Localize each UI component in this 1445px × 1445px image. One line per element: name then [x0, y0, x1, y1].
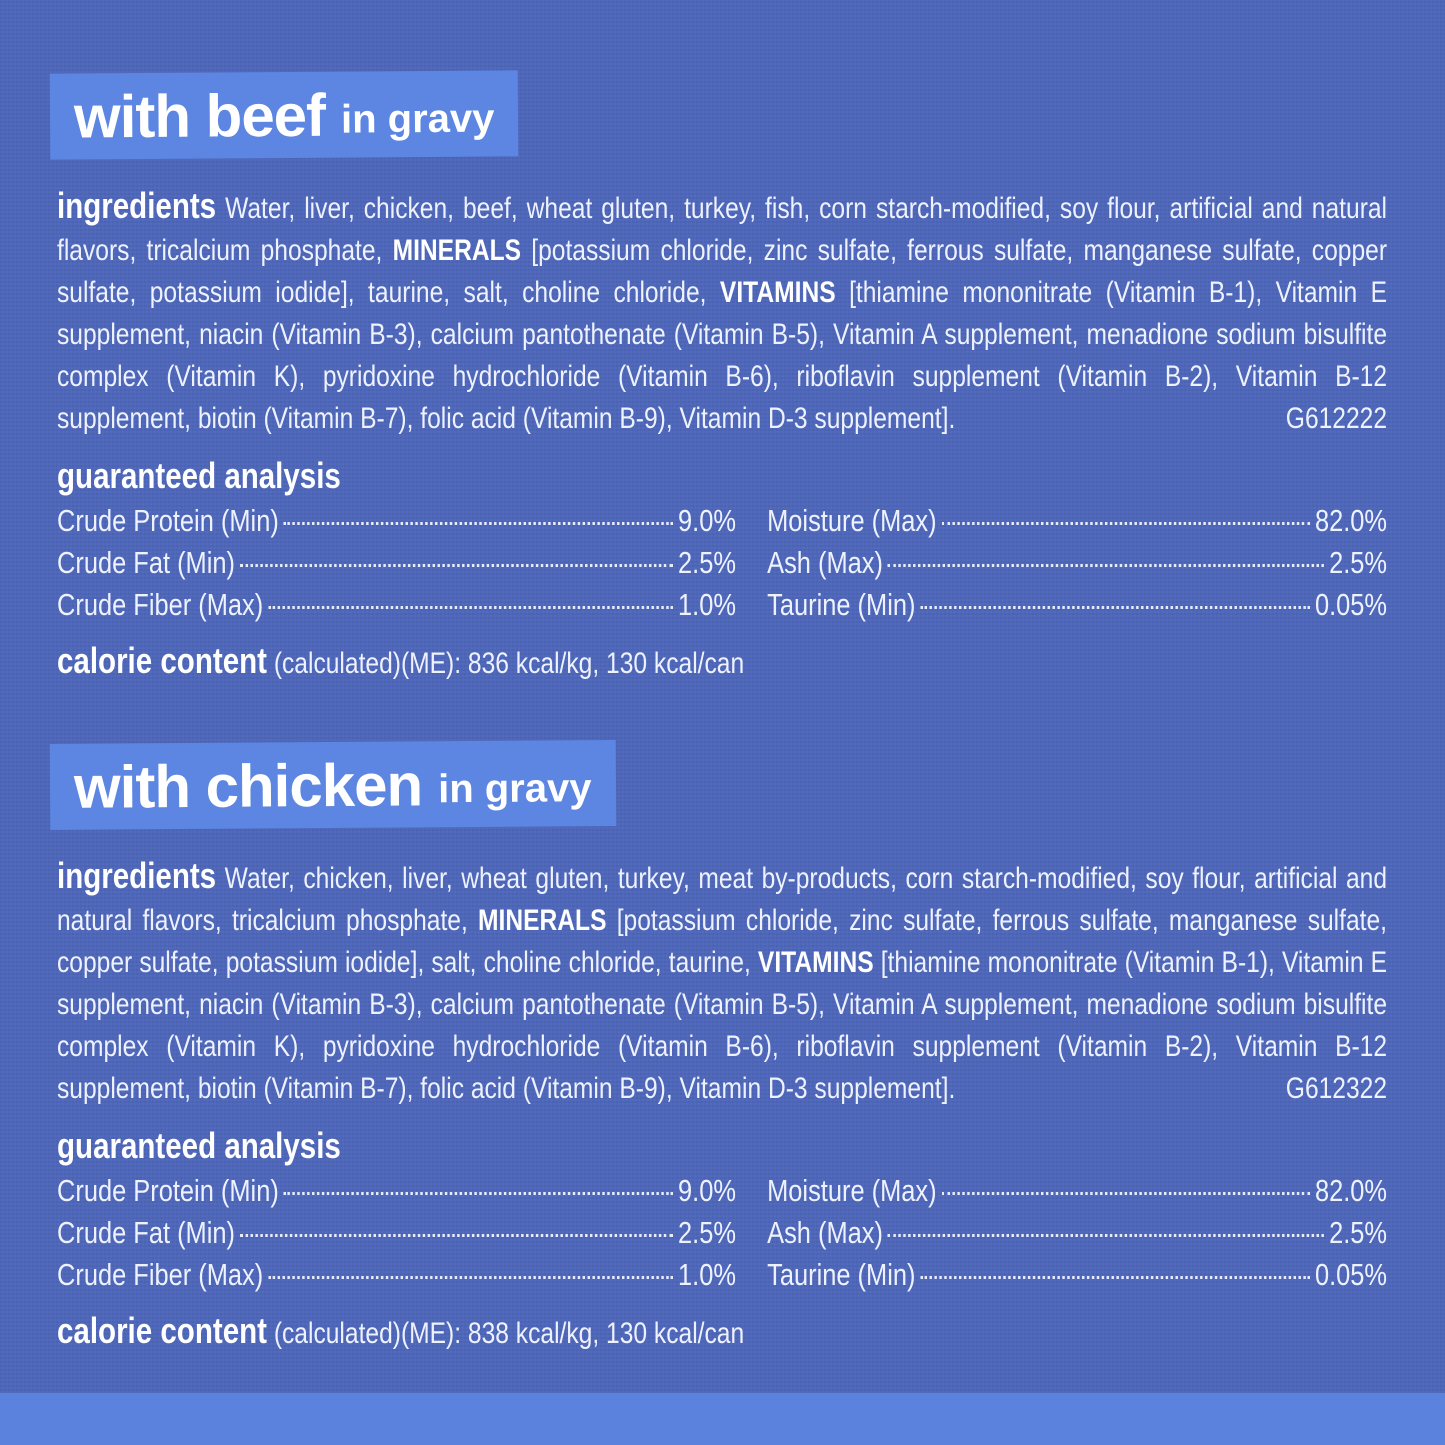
nutrient-label: Taurine (Min)	[767, 587, 916, 622]
dot-leader	[239, 564, 674, 567]
calorie-text: (calculated)(ME): 838 kcal/kg, 130 kcal/…	[273, 1317, 745, 1350]
nutrient-label: Moisture (Max)	[767, 1173, 937, 1208]
ingredients-label: ingredients	[57, 185, 217, 226]
nutrient-value: 82.0%	[1314, 1173, 1388, 1208]
nutrient-label: Moisture (Max)	[767, 503, 937, 538]
ingredients-text: [potassium chloride, zinc sulfate, ferro…	[57, 904, 1388, 979]
analysis-heading: guaranteed analysis	[57, 1125, 341, 1166]
bottom-strip	[0, 1393, 1445, 1445]
nutrient-value: 0.05%	[1314, 1257, 1388, 1292]
ingredients-label: ingredients	[57, 855, 217, 896]
dot-leader	[283, 1192, 674, 1195]
calorie-label: calorie content	[57, 1310, 267, 1351]
analysis-row: Crude Protein (Min) 9.0%	[57, 1170, 736, 1212]
minerals-label: MINERALS	[478, 904, 607, 937]
analysis-column: Crude Protein (Min) 9.0% Crude Fat (Min) 2.…	[57, 500, 736, 626]
ingredients-text: Water, chicken, liver, wheat gluten, tur…	[57, 862, 1388, 937]
nutrient-label: Ash (Max)	[767, 1215, 883, 1250]
nutrient-label: Crude Fat (Min)	[57, 1215, 235, 1250]
analysis-row: Taurine (Min) 0.05%	[767, 1254, 1387, 1296]
nutrient-value: 9.0%	[678, 503, 736, 538]
section: with beef in gravy ingredients Water, live…	[0, 70, 1445, 712]
nutrient-label: Taurine (Min)	[767, 1257, 916, 1292]
ingredients-text: [thiamine mononitrate (Vitamin B-1), Vit…	[57, 946, 1388, 1105]
title-sub: in gravy	[437, 765, 592, 811]
ingredients-text: Water, liver, chicken, beef, wheat glute…	[57, 192, 1388, 267]
ingredients: ingredients Water, liver, chicken, beef,…	[57, 185, 1387, 440]
nutrient-value: 2.5%	[1329, 1215, 1388, 1250]
dot-leader	[941, 1192, 1311, 1195]
nutrient-value: 2.5%	[678, 1215, 736, 1250]
analysis-row: Ash (Max) 2.5%	[767, 1212, 1387, 1254]
dot-leader	[268, 606, 674, 609]
calorie-text: (calculated)(ME): 836 kcal/kg, 130 kcal/…	[273, 647, 745, 680]
nutrient-value: 2.5%	[678, 545, 736, 580]
analysis-row: Moisture (Max) 82.0%	[767, 1170, 1387, 1212]
dot-leader	[920, 1276, 1311, 1279]
analysis-column: Moisture (Max) 82.0% Ash (Max) 2.5% Taurine …	[767, 1170, 1387, 1296]
analysis-row: Crude Fiber (Max) 1.0%	[57, 1254, 736, 1296]
analysis-row: Taurine (Min) 0.05%	[767, 584, 1387, 626]
vitamins-label: VITAMINS	[757, 946, 874, 979]
vitamins-label: VITAMINS	[719, 276, 836, 309]
dot-leader	[268, 1276, 674, 1279]
title-box: with beef in gravy	[49, 70, 519, 160]
section: with chicken in gravy ingredients Water, c…	[0, 740, 1445, 1382]
nutrient-label: Ash (Max)	[767, 545, 883, 580]
analysis-row: Crude Fat (Min) 2.5%	[57, 1212, 736, 1254]
dot-leader	[887, 564, 1325, 567]
nutrient-label: Crude Fat (Min)	[57, 545, 235, 580]
nutrient-value: 1.0%	[678, 1257, 736, 1292]
nutrient-value: 82.0%	[1314, 503, 1388, 538]
nutrient-label: Crude Protein (Min)	[57, 503, 279, 538]
dot-leader	[887, 1234, 1325, 1237]
analysis-row: Crude Fat (Min) 2.5%	[57, 542, 736, 584]
analysis-column: Crude Protein (Min) 9.0% Crude Fat (Min) 2.…	[57, 1170, 736, 1296]
nutrient-value: 9.0%	[678, 1173, 736, 1208]
title-box: with chicken in gravy	[49, 740, 616, 830]
nutrient-value: 0.05%	[1314, 587, 1388, 622]
nutrient-label: Crude Fiber (Max)	[57, 587, 264, 622]
calorie-content: calorie content (calculated)(ME): 836 kc…	[57, 640, 1387, 682]
analysis-row: Crude Fiber (Max) 1.0%	[57, 584, 736, 626]
nutrient-value: 2.5%	[1329, 545, 1388, 580]
analysis-column: Moisture (Max) 82.0% Ash (Max) 2.5% Taurine …	[767, 500, 1387, 626]
analysis-heading: guaranteed analysis	[57, 455, 341, 496]
calorie-content: calorie content (calculated)(ME): 838 kc…	[57, 1310, 1387, 1352]
analysis-row: Moisture (Max) 82.0%	[767, 500, 1387, 542]
dot-leader	[920, 606, 1311, 609]
calorie-label: calorie content	[57, 640, 267, 681]
title-main: with chicken	[73, 750, 423, 821]
product-code: G612222	[1285, 402, 1388, 435]
ingredients-text: [potassium chloride, zinc sulfate, ferro…	[57, 234, 1388, 309]
ingredients-text: [thiamine mononitrate (Vitamin B-1), Vit…	[57, 276, 1388, 435]
nutrient-label: Crude Fiber (Max)	[57, 1257, 264, 1292]
minerals-label: MINERALS	[392, 234, 522, 267]
nutrient-value: 1.0%	[678, 587, 736, 622]
dot-leader	[239, 1234, 674, 1237]
dot-leader	[941, 522, 1311, 525]
analysis-row: Crude Protein (Min) 9.0%	[57, 500, 736, 542]
product-code: G612322	[1285, 1072, 1388, 1105]
nutrient-label: Crude Protein (Min)	[57, 1173, 279, 1208]
title-sub: in gravy	[340, 96, 495, 142]
dot-leader	[283, 522, 674, 525]
title-main: with beef	[73, 81, 326, 150]
ingredients: ingredients Water, chicken, liver, wheat…	[57, 855, 1387, 1110]
analysis-row: Ash (Max) 2.5%	[767, 542, 1387, 584]
